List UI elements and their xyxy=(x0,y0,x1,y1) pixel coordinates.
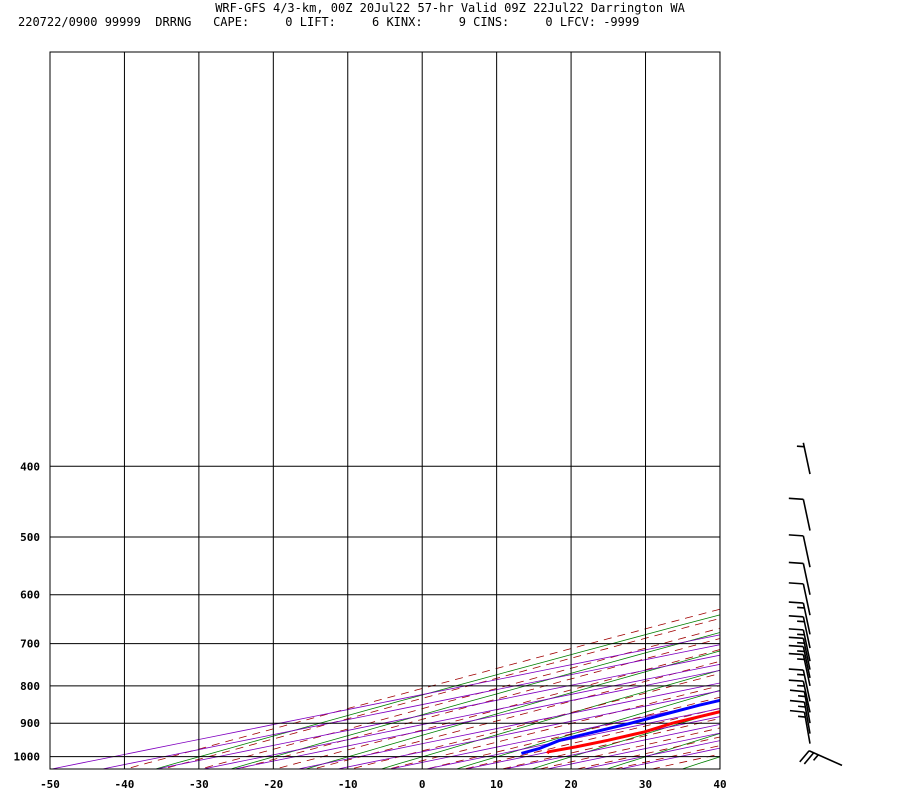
wind-barb xyxy=(788,644,811,679)
chart-title: WRF-GFS 4/3-km, 00Z 20Jul22 57-hr Valid … xyxy=(215,1,685,15)
mixing-ratio-line xyxy=(50,634,720,769)
dry-adiabat-line xyxy=(739,450,900,775)
mixing-ratio-line xyxy=(618,747,720,769)
mixing-ratio-line xyxy=(388,700,720,769)
pressure-tick-label: 600 xyxy=(20,589,40,602)
dewpoint-profile xyxy=(521,698,720,755)
pressure-tick-label: 800 xyxy=(20,680,40,693)
temperature-profile xyxy=(546,710,720,755)
wind-barb xyxy=(788,628,811,662)
background-lines xyxy=(50,450,900,775)
moist-adiabat-line xyxy=(575,736,720,769)
dry-adiabat-line xyxy=(605,733,720,769)
dry-adiabat-line xyxy=(455,689,720,769)
temperature-tick-label: -40 xyxy=(115,778,135,791)
moist-adiabat-line xyxy=(500,718,720,769)
wind-barb xyxy=(788,668,811,702)
temperature-tick-label: 20 xyxy=(564,778,577,791)
moist-adiabat-line xyxy=(424,696,720,769)
dry-adiabat-line xyxy=(530,710,720,769)
mixing-ratio-line xyxy=(232,669,720,769)
pressure-tick-label: 700 xyxy=(20,638,40,651)
dry-adiabat-line xyxy=(891,450,900,775)
mixing-ratio-line xyxy=(335,690,720,769)
temperature-tick-label: -30 xyxy=(189,778,209,791)
mixing-ratio-line xyxy=(296,682,720,769)
mixing-ratio-line xyxy=(201,663,720,769)
moist-adiabat-line xyxy=(161,617,720,769)
mixing-ratio-line xyxy=(502,723,720,769)
mixing-ratio-line xyxy=(154,654,720,769)
temperature-tick-label: -10 xyxy=(338,778,358,791)
moist-adiabat-line xyxy=(311,660,720,769)
dry-adiabat-line xyxy=(304,650,720,769)
moist-adiabat-line xyxy=(349,673,720,769)
pressure-tick-label: 900 xyxy=(20,717,40,730)
wind-barb xyxy=(788,636,811,670)
wind-barb xyxy=(788,652,811,687)
moist-adiabat-line xyxy=(124,608,720,769)
temperature-tick-label: 30 xyxy=(639,778,652,791)
mixing-ratio-line xyxy=(100,644,720,769)
pressure-tick-label: 1000 xyxy=(14,751,41,764)
pressure-tick-label: 500 xyxy=(20,531,40,544)
temperature-tick-label: 40 xyxy=(713,778,726,791)
sounding-profiles xyxy=(521,698,720,755)
dry-adiabat-line xyxy=(229,632,720,769)
wind-barb xyxy=(789,699,811,734)
wind-barb xyxy=(788,497,811,531)
wind-barb xyxy=(788,582,811,616)
wind-barb xyxy=(788,614,811,649)
dry-adiabat-line xyxy=(379,669,720,769)
wind-barb xyxy=(788,534,811,568)
temperature-tick-label: 0 xyxy=(419,778,426,791)
temperature-tick-label: -50 xyxy=(40,778,60,791)
moist-adiabat-line xyxy=(198,627,720,769)
dry-adiabat-line xyxy=(815,450,900,775)
dry-adiabat-line xyxy=(154,614,720,769)
station-indices-line: 220722/0900 99999 DRRNG CAPE: 0 LIFT: 6 … xyxy=(18,15,640,29)
wind-barb xyxy=(789,689,811,724)
isobar-isotherm-grid xyxy=(49,52,721,769)
mixing-ratio-line xyxy=(545,732,720,769)
moist-adiabat-line xyxy=(236,638,720,769)
dry-adiabat-line xyxy=(680,756,720,769)
axis-tick-labels: 400 500 600 700 800 900 1000 -50 -40 -30 -20 -10 0 10… xyxy=(14,460,727,791)
wind-barb xyxy=(799,750,843,767)
plot-frame xyxy=(49,51,721,770)
wind-barb xyxy=(788,679,811,713)
wind-barb xyxy=(796,442,811,475)
temperature-tick-label: 10 xyxy=(490,778,503,791)
wind-barb xyxy=(788,561,811,595)
mixing-ratio-line xyxy=(582,740,720,769)
wind-barb xyxy=(788,601,811,635)
wind-barbs xyxy=(788,442,843,767)
pressure-tick-label: 400 xyxy=(20,460,40,473)
moist-adiabat-line xyxy=(537,727,720,769)
mixing-ratio-line xyxy=(424,708,720,769)
temperature-tick-label: -20 xyxy=(263,778,283,791)
wind-barb xyxy=(789,709,811,744)
moist-adiabat-line xyxy=(462,707,720,769)
